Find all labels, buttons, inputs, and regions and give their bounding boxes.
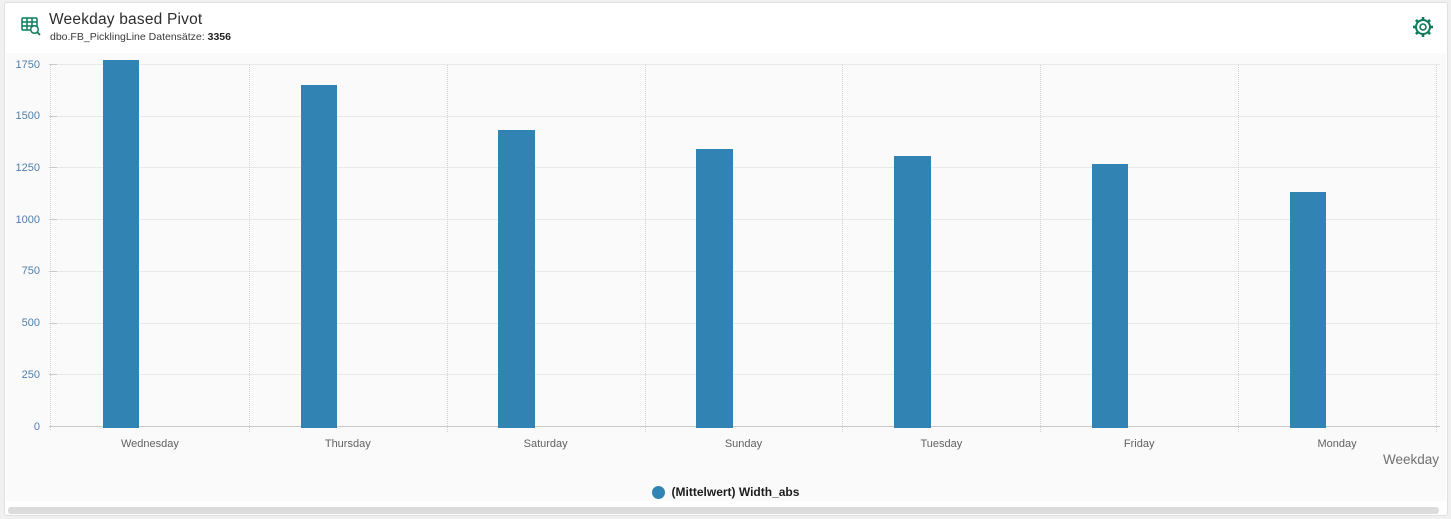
y-axis-tick: [49, 374, 57, 376]
category-separator: [1238, 64, 1240, 432]
category-separator: [1436, 64, 1437, 432]
bar-friday[interactable]: [1091, 163, 1129, 429]
category-separator: [842, 64, 844, 432]
series-dot-icon: [651, 485, 665, 499]
y-axis-tick: [49, 167, 57, 169]
x-axis-label-thursday: Thursday: [324, 438, 371, 450]
y-axis-label: 1000: [15, 213, 40, 226]
y-gridline: [57, 426, 1440, 427]
legend-label: (Mittelwert) Width_abs: [671, 485, 800, 499]
category-separator: [446, 64, 448, 432]
bar-sunday[interactable]: [696, 149, 733, 429]
y-axis-tick: [49, 219, 57, 221]
widget-header: Weekday based Pivot dbo.FB_PicklingLine …: [5, 3, 1447, 53]
y-axis-label: 750: [21, 265, 40, 278]
bar-wednesday[interactable]: [102, 60, 140, 429]
x-axis-label-monday: Monday: [1317, 438, 1357, 450]
bar-monday[interactable]: [1289, 191, 1327, 429]
x-axis-label-sunday: Sunday: [724, 438, 763, 450]
y-axis-label: 1250: [15, 161, 40, 174]
y-gridline: [57, 270, 1440, 272]
x-axis-title: Weekday: [1382, 452, 1439, 467]
y-axis-tick: [49, 64, 57, 65]
bar-tuesday[interactable]: [894, 155, 931, 429]
y-gridline: [57, 322, 1440, 324]
widget-title: Weekday based Pivot: [49, 11, 203, 28]
x-axis-label-wednesday: Wednesday: [120, 438, 179, 450]
y-gridline: [57, 64, 1440, 65]
category-separator: [1040, 64, 1042, 432]
y-axis-label: 500: [21, 317, 40, 330]
legend[interactable]: (Mittelwert) Width_abs: [0, 485, 1451, 499]
y-axis-label: 1750: [15, 58, 40, 71]
y-axis-tick: [49, 270, 57, 272]
bar-saturday[interactable]: [498, 129, 535, 429]
y-axis-label: 250: [21, 368, 40, 381]
y-gridline: [57, 167, 1440, 169]
bar-thursday[interactable]: [300, 85, 338, 429]
x-axis-label-friday: Friday: [1123, 438, 1155, 450]
y-axis-tick: [49, 426, 57, 427]
category-separator: [644, 64, 646, 432]
horizontal-scrollbar[interactable]: [8, 507, 1439, 514]
category-separator: [248, 64, 250, 432]
y-axis-tick: [49, 322, 57, 324]
y-axis-label: 1500: [15, 110, 40, 123]
datasource-label: dbo.FB_PicklingLine Datensätze:: [50, 31, 205, 43]
y-gridline: [57, 219, 1440, 221]
y-axis-tick: [49, 115, 57, 117]
y-gridline: [57, 115, 1440, 117]
widget-subtitle: dbo.FB_PicklingLine Datensätze: 3356: [50, 31, 231, 43]
y-gridline: [57, 374, 1440, 376]
pivot-table-search-icon: [19, 14, 43, 38]
y-axis-line: [50, 64, 51, 430]
x-axis-label-tuesday: Tuesday: [920, 438, 963, 450]
record-count: 3356: [207, 31, 231, 43]
y-axis-label: 0: [33, 420, 40, 433]
x-axis-label-saturday: Saturday: [523, 438, 568, 450]
gear-icon[interactable]: [1411, 15, 1435, 39]
